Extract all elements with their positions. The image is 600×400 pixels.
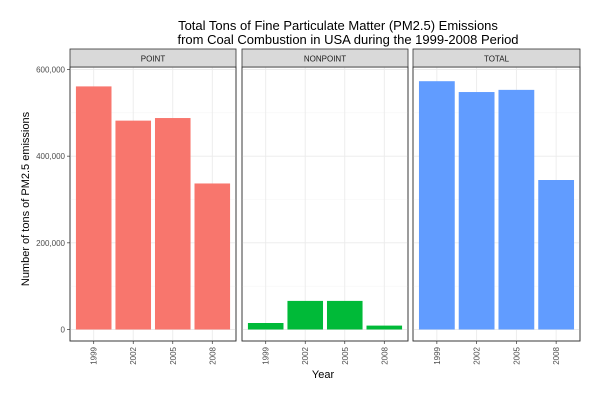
y-tick-label: 200,000: [36, 239, 65, 248]
bar-point-2002: [115, 120, 152, 330]
x-tick-label: 1999: [433, 346, 442, 364]
x-tick-label: 1999: [90, 346, 99, 364]
x-axis-title: Year: [312, 369, 335, 381]
chart-subtitle: from Coal Combustion in USA during the 1…: [177, 32, 518, 47]
chart-title: Total Tons of Fine Particulate Matter (P…: [178, 18, 498, 33]
x-tick-label: 1999: [262, 346, 271, 364]
x-tick-label: 2005: [341, 346, 350, 364]
x-tick-label: 2008: [380, 346, 389, 364]
bar-total-2008: [538, 180, 575, 330]
bar-nonpoint-2002: [287, 300, 324, 330]
facet-panel-total: TOTAL 1999 2002 2005 2008: [412, 48, 581, 365]
x-tick-label: 2008: [208, 346, 217, 364]
facet-strip-label: POINT: [141, 55, 166, 64]
x-tick-label: 2005: [512, 346, 521, 364]
bar-point-1999: [75, 86, 112, 330]
facet-strip: [241, 48, 409, 68]
facet-strip-label: NONPOINT: [304, 55, 346, 64]
bar-nonpoint-2005: [326, 300, 363, 330]
panel-background: [241, 66, 409, 342]
facet-panel-nonpoint: NONPOINT 1999 2002 2005 2008: [241, 48, 409, 365]
x-tick-label: 2002: [473, 346, 482, 364]
facet-strip: [412, 48, 581, 68]
facet-strip-label: TOTAL: [484, 55, 510, 64]
facet-strip: [69, 48, 237, 68]
bar-nonpoint-2008: [366, 325, 403, 330]
bar-total-2002: [458, 92, 495, 330]
y-tick-label: 400,000: [36, 152, 65, 161]
x-tick-label: 2002: [301, 346, 310, 364]
y-tick-label: 600,000: [36, 66, 65, 75]
y-tick-label: 0: [61, 326, 66, 335]
plot-area: POINT 1999 2002 2005 2008 NONPOINT 1999 2002 200…: [36, 48, 581, 365]
facet-panel-point: POINT 1999 2002 2005 2008: [69, 48, 237, 365]
bar-total-1999: [418, 81, 455, 330]
bar-nonpoint-1999: [247, 323, 284, 330]
x-tick-label: 2002: [129, 346, 138, 364]
x-tick-label: 2005: [169, 346, 178, 364]
y-axis-title: Number of tons of PM2.5 emissions: [20, 111, 32, 286]
x-tick-label: 2008: [552, 346, 561, 364]
bar-point-2008: [194, 183, 231, 330]
bar-total-2005: [498, 89, 535, 330]
bar-point-2005: [154, 118, 191, 330]
